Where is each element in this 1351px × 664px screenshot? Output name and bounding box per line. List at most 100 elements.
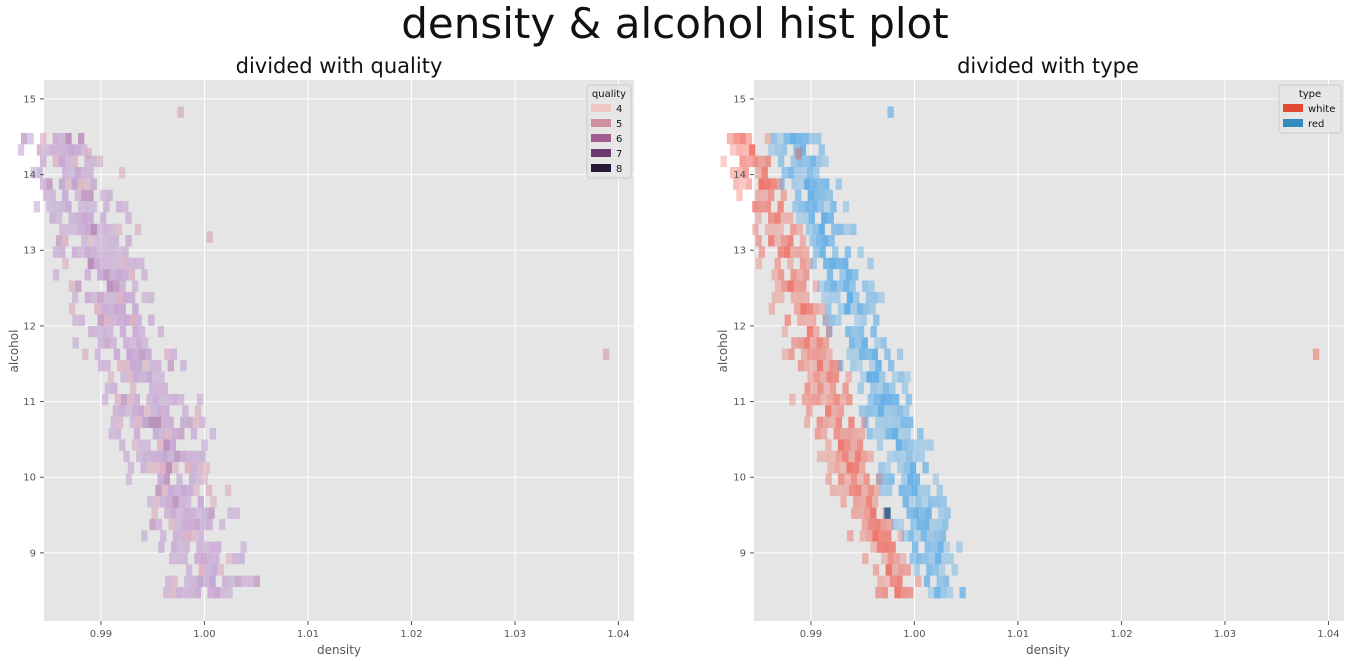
hist-cell bbox=[807, 371, 814, 383]
legend: quality 4 5 6 7 8 bbox=[586, 84, 632, 179]
hist-cell bbox=[871, 348, 878, 360]
hist-cell bbox=[114, 394, 122, 406]
hist-cell bbox=[800, 280, 807, 292]
hist-cell bbox=[860, 416, 868, 429]
hist-cell bbox=[810, 178, 817, 190]
hist-cell bbox=[848, 484, 856, 497]
hist-cell bbox=[829, 359, 836, 372]
hist-cell bbox=[846, 394, 853, 406]
hist-cell bbox=[119, 257, 126, 270]
hist-cell bbox=[855, 337, 862, 349]
hist-cell bbox=[854, 314, 861, 326]
hist-cell bbox=[81, 235, 88, 247]
hist-cell bbox=[862, 416, 870, 429]
hist-cell bbox=[891, 518, 898, 531]
hist-cell bbox=[175, 552, 182, 565]
hist-cell bbox=[855, 484, 862, 497]
hist-cell bbox=[912, 507, 920, 519]
hist-cell bbox=[826, 269, 834, 281]
hist-cell bbox=[234, 575, 241, 587]
hist-cell bbox=[196, 394, 204, 406]
hist-cell bbox=[866, 371, 873, 383]
hist-cell bbox=[247, 575, 254, 587]
hist-cell bbox=[131, 439, 139, 451]
hist-cell bbox=[188, 586, 195, 599]
hist-cell bbox=[190, 428, 198, 440]
hist-cell bbox=[81, 144, 88, 156]
x-tick-label: 0.99 bbox=[90, 629, 112, 640]
hist-cell bbox=[209, 575, 216, 587]
hist-cell bbox=[758, 155, 765, 168]
hist-cell bbox=[155, 450, 162, 463]
hist-cell bbox=[796, 246, 803, 258]
hist-cell bbox=[833, 462, 841, 474]
x-tick-label: 0.99 bbox=[800, 629, 822, 640]
hist-cell bbox=[777, 246, 785, 258]
hist-cell bbox=[90, 223, 97, 236]
hist-cell bbox=[148, 416, 155, 429]
hist-cell bbox=[100, 212, 107, 224]
hist-cell bbox=[49, 144, 56, 156]
hist-cell bbox=[142, 359, 149, 372]
hist-cell bbox=[917, 484, 924, 497]
hist-cell bbox=[55, 144, 63, 156]
hist-cell bbox=[874, 337, 881, 349]
hist-cell bbox=[189, 507, 196, 519]
hist-cell bbox=[934, 586, 941, 599]
hist-cell bbox=[806, 167, 814, 179]
hist-cell bbox=[110, 314, 117, 326]
hist-cell bbox=[771, 291, 779, 304]
hist-cell bbox=[835, 314, 842, 326]
hist-cell bbox=[116, 314, 123, 326]
hist-cell bbox=[720, 155, 727, 168]
hist-cell bbox=[77, 201, 85, 213]
hist-cell bbox=[81, 212, 88, 224]
hist-cell bbox=[825, 405, 832, 417]
hist-cell bbox=[733, 132, 740, 145]
hist-cell bbox=[825, 325, 833, 338]
hist-cell bbox=[844, 439, 851, 451]
hist-cell bbox=[21, 132, 28, 145]
hist-cell bbox=[172, 462, 179, 474]
hist-cell bbox=[742, 144, 749, 156]
hist-cell bbox=[217, 564, 224, 576]
hist-cell bbox=[196, 575, 204, 587]
legend-label: 4 bbox=[616, 104, 622, 115]
hist-cell bbox=[77, 132, 85, 145]
hist-cell bbox=[938, 507, 945, 519]
hist-cell bbox=[91, 291, 98, 304]
x-tick-label: 1.04 bbox=[607, 629, 629, 640]
hist-cell bbox=[794, 167, 801, 179]
hist-cell bbox=[861, 518, 869, 531]
hist-cell bbox=[147, 496, 154, 508]
hist-cell bbox=[866, 530, 873, 542]
hist-cell bbox=[125, 257, 132, 270]
hist-cell bbox=[924, 541, 931, 553]
hist-cell bbox=[796, 269, 804, 281]
hist-cell bbox=[142, 337, 149, 349]
hist-cell bbox=[911, 541, 919, 553]
hist-cell bbox=[81, 189, 88, 202]
hist-cell bbox=[198, 530, 205, 542]
legend-label: 7 bbox=[616, 149, 622, 160]
hist-cell bbox=[813, 246, 820, 258]
hist-cell bbox=[800, 348, 808, 360]
hist-cell bbox=[806, 303, 813, 315]
hist-cell bbox=[821, 212, 828, 224]
hist-cell bbox=[65, 178, 72, 190]
hist-cell bbox=[885, 484, 893, 497]
hist-cell bbox=[777, 201, 784, 213]
tick-labels: 0.99 1.00 1.01 1.02 1.03 1.04 9 10 11 12 13 14 15 bbox=[733, 94, 1339, 640]
right-x-axis-label: density bbox=[1026, 643, 1070, 657]
hist-cell bbox=[823, 359, 830, 372]
hist-cell bbox=[771, 178, 778, 190]
hist-cell bbox=[163, 473, 171, 485]
hist-cell bbox=[119, 167, 126, 179]
x-tick-label: 1.01 bbox=[1007, 629, 1029, 640]
hist-cell bbox=[873, 314, 880, 326]
hist-cell bbox=[799, 257, 807, 270]
hist-cell bbox=[789, 132, 797, 145]
hist-cell bbox=[836, 280, 844, 292]
hist-cell bbox=[71, 223, 78, 236]
hist-cell bbox=[803, 291, 810, 304]
